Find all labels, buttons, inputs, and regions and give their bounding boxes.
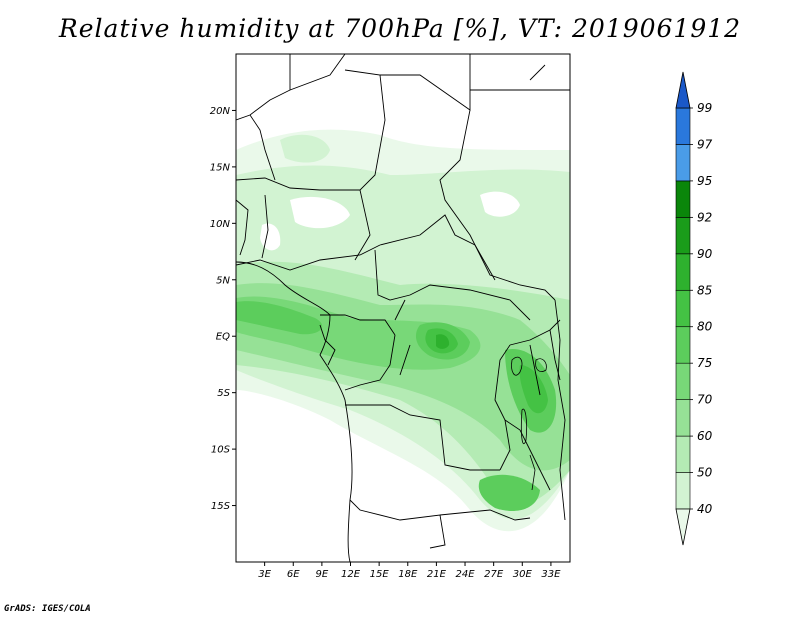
colorbar-segment <box>675 472 691 510</box>
humidity-band-50 <box>280 134 330 163</box>
lon-tick-label: 18E <box>398 569 418 580</box>
lat-tick-label: 5S <box>217 388 230 399</box>
lat-tick-label: 5N <box>216 275 230 286</box>
colorbar-min-triangle <box>675 508 691 546</box>
colorbar-label: 99 <box>697 101 712 115</box>
lakes <box>511 356 547 491</box>
humidity-shading <box>236 129 570 532</box>
dry-area <box>480 191 520 217</box>
colorbar-segment <box>675 107 691 145</box>
lon-tick-label: 24E <box>456 569 476 580</box>
colorbar-label: 70 <box>697 393 713 407</box>
humidity-band-80 <box>236 301 323 335</box>
colorbar-label: 75 <box>697 356 712 370</box>
map-frame <box>235 53 571 563</box>
lon-tick-label: 30E <box>513 569 533 580</box>
colorbar-segment <box>675 362 691 400</box>
lon-tick-label: 15E <box>370 569 390 580</box>
colorbar-label: 85 <box>697 283 712 297</box>
lon-tick-label: 9E <box>316 569 329 580</box>
humidity-band-85 <box>519 365 548 414</box>
colorbar-label: 97 <box>697 137 713 151</box>
colorbar-segment <box>675 144 691 182</box>
colorbar-label: 60 <box>697 429 713 443</box>
chart-title: Relative humidity at 700hPa [%], VT: 201… <box>58 14 742 43</box>
colorbar-label: 90 <box>697 247 713 261</box>
colorbar-segment <box>675 217 691 255</box>
colorbar-label: 95 <box>697 174 712 188</box>
humidity-band-90 <box>436 334 450 349</box>
lat-tick-label: EQ <box>216 332 230 343</box>
latitude-axis: 20N 15N 10N 5N EQ 5S 10S 15S <box>210 106 236 512</box>
credit-text: GrADS: IGES/COLA <box>4 604 91 614</box>
colorbar-segment <box>675 435 691 473</box>
lon-tick-label: 33E <box>541 569 561 580</box>
borders <box>236 54 570 562</box>
lat-tick-label: 15S <box>211 501 231 512</box>
lon-tick-label: 21E <box>427 569 447 580</box>
colorbar-max-triangle <box>675 71 691 109</box>
colorbar-segment <box>675 289 691 328</box>
colorbar-label: 80 <box>697 320 713 334</box>
colorbar-segment <box>675 326 691 364</box>
lon-tick-label: 3E <box>258 569 271 580</box>
lat-tick-label: 10N <box>210 219 231 230</box>
colorbar-label: 92 <box>697 210 712 224</box>
longitude-axis: 3E 6E 9E 12E 15E 18E 21E 24E 27E 30E 33E <box>258 562 561 580</box>
lon-tick-label: 6E <box>287 569 300 580</box>
lon-tick-label: 27E <box>484 569 504 580</box>
lat-tick-label: 10S <box>211 445 231 456</box>
colorbar-segment <box>675 180 691 218</box>
dry-area <box>290 196 350 229</box>
colorbar-label: 50 <box>697 466 713 480</box>
colorbar-legend: 40 50 60 70 75 80 85 90 92 95 97 99 <box>675 71 713 546</box>
humidity-band-80 <box>478 474 540 511</box>
colorbar-label: 40 <box>697 502 713 516</box>
colorbar-segment <box>675 399 691 437</box>
lat-tick-label: 20N <box>210 106 231 117</box>
lon-tick-label: 12E <box>341 569 361 580</box>
colorbar-segment <box>675 253 691 291</box>
lat-tick-label: 15N <box>210 162 231 173</box>
